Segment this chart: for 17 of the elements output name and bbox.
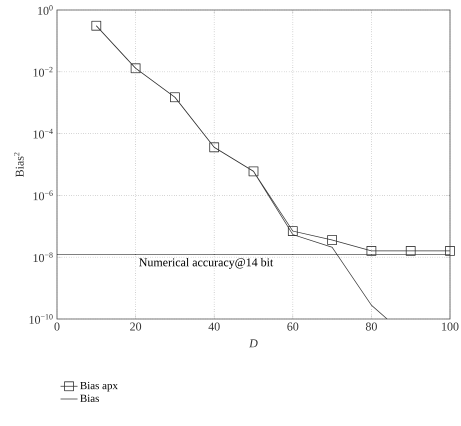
x-tick-label: 80 — [366, 322, 377, 331]
x-tick-label: 60 — [287, 322, 298, 331]
y-tick-label: 10$^{−2}$ — [34, 66, 53, 77]
ref-line-label: Numerical accuracy@14 bit — [139, 258, 274, 269]
x-tick-label: 20 — [130, 322, 142, 331]
x-tick-label: 100 — [442, 322, 459, 331]
y-tick-label: 10$^{−10}$ — [30, 314, 53, 324]
y-tick-label: 10$^{0}$ — [38, 5, 53, 15]
y-tick-label: 10$^{−6}$ — [34, 190, 53, 200]
y-tick-label: 10$^{−8}$ — [34, 252, 53, 262]
legend-label: Bias — [80, 394, 99, 402]
y-axis-title: Bias$^{2}$ — [14, 152, 24, 178]
legend-label: Bias apx — [80, 382, 118, 392]
x-tick-label: 40 — [208, 322, 220, 331]
y-tick-label: 10$^{−4}$ — [34, 128, 53, 138]
x-tick-label: 0 — [54, 322, 60, 331]
x-axis-title: D — [249, 339, 258, 348]
